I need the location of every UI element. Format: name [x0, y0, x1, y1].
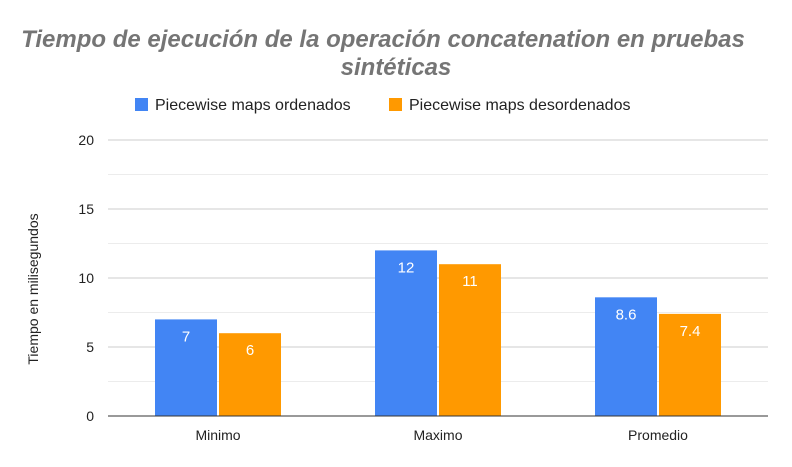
chart-title-line-2: sintéticas [341, 54, 452, 81]
bar [595, 297, 657, 416]
y-tick-label: 20 [78, 132, 94, 148]
legend-label-ordenados: Piecewise maps ordenados [155, 97, 351, 114]
bar-data-label: 8.6 [616, 306, 637, 323]
chart-title-line-1: Tiempo de ejecución de la operación conc… [21, 26, 745, 53]
bars: 7 6 12 11 8.6 7.4 [155, 250, 721, 416]
y-axis-ticks: 0 5 10 15 20 [78, 132, 94, 424]
x-axis-ticks: Minimo Maximo Promedio [195, 427, 688, 443]
bar-data-label: 7 [182, 328, 190, 345]
bar-data-label: 12 [398, 259, 415, 276]
y-tick-label: 0 [86, 408, 94, 424]
bar [155, 319, 217, 416]
bar [659, 313, 721, 416]
y-axis-label: Tiempo en milisegundos [25, 213, 41, 364]
y-tick-label: 5 [86, 339, 94, 355]
legend-swatch-desordenados [389, 98, 402, 111]
legend: Piecewise maps ordenados Piecewise maps … [135, 97, 630, 114]
y-tick-label: 10 [78, 270, 94, 286]
bar-data-label: 7.4 [680, 323, 701, 340]
legend-swatch-ordenados [135, 98, 148, 111]
bar [439, 264, 501, 416]
y-tick-label: 15 [78, 201, 94, 217]
legend-label-desordenados: Piecewise maps desordenados [409, 97, 630, 114]
bar [219, 333, 281, 416]
x-tick-label: Minimo [195, 427, 240, 443]
bar-data-label: 11 [462, 273, 478, 290]
bar [375, 250, 437, 416]
gridlines [108, 139, 768, 382]
x-tick-label: Promedio [628, 427, 688, 443]
bar-data-label: 6 [246, 342, 254, 359]
x-tick-label: Maximo [413, 427, 462, 443]
